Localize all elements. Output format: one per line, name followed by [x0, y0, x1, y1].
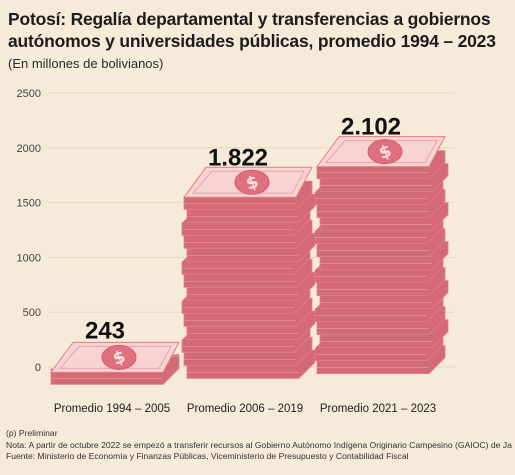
y-axis: 0 500 1000 1500 2000 2500	[17, 88, 41, 374]
footnote-source: Fuente: Ministerio de Economía y Finanza…	[6, 451, 409, 461]
bar-chart: 0 500 1000 1500 2000 2500 $243$1.822 $2.102 Pr…	[17, 88, 455, 415]
chart-title-line-1: Potosí: Regalía departamental y transfer…	[8, 9, 491, 29]
dollar-sign-icon	[101, 344, 137, 370]
y-tick-label: 2500	[17, 88, 41, 100]
dollar-sign-icon	[234, 169, 270, 195]
bars: $243$1.822 $2.102	[50, 114, 449, 385]
y-tick-label: 2000	[17, 143, 41, 155]
bar-1: $243	[50, 317, 180, 385]
y-tick-label: 1500	[17, 198, 41, 210]
footnote-note: Nota: A partir de octubre 2022 se empezó…	[6, 439, 512, 450]
data-label: 243	[85, 317, 125, 344]
dollar-sign-icon	[367, 139, 403, 165]
footnote-preliminary: (p) Preliminar	[6, 428, 58, 438]
data-label: 1.822	[208, 144, 268, 171]
chart-subtitle: (En millones de bolivianos)	[8, 56, 164, 71]
chart-title-line-2: autónomos y universidades públicas, prom…	[8, 31, 496, 51]
x-tick-label: Promedio 2021 – 2023	[320, 403, 436, 415]
y-tick-label: 1000	[17, 252, 41, 264]
chart-title: Potosí: Regalía departamental y transfer…	[8, 8, 508, 52]
bar-3: $2.102	[314, 114, 449, 375]
bar-2: $1.822	[181, 144, 316, 379]
y-tick-label: 500	[23, 307, 41, 319]
data-label: 2.102	[341, 114, 401, 141]
x-tick-label: Promedio 1994 – 2005	[54, 403, 170, 415]
x-tick-label: Promedio 2006 – 2019	[187, 403, 303, 415]
y-tick-label: 0	[35, 362, 41, 374]
footnotes: (p) Preliminar Nota: A partir de octubre…	[6, 428, 512, 463]
x-axis: Promedio 1994 – 2005 Promedio 2006 – 2019…	[54, 403, 436, 415]
